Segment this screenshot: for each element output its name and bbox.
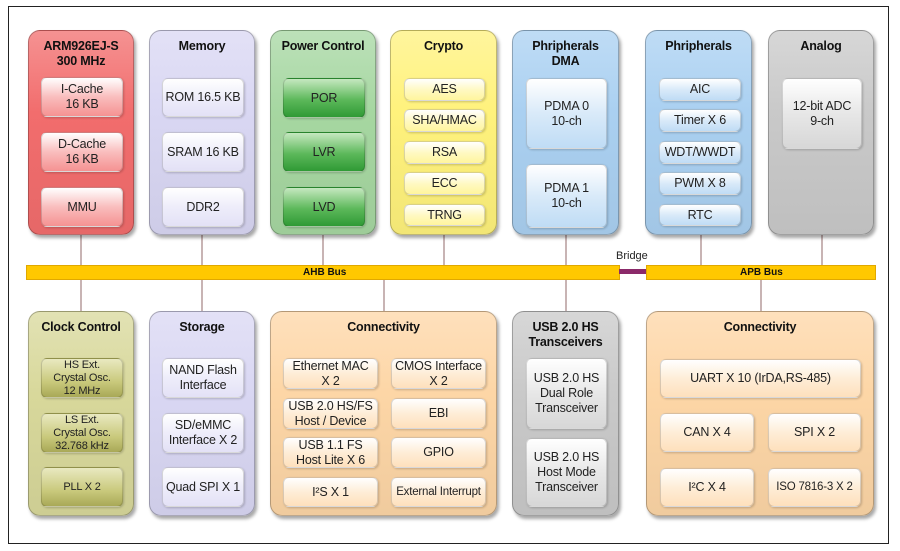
memory-bus-connector bbox=[201, 235, 203, 265]
cpu-module: MMU bbox=[41, 187, 123, 227]
clock-block: Clock Control HS Ext. Crystal Osc. 12 MHz… bbox=[28, 311, 134, 516]
connectivity-module: GPIO bbox=[391, 437, 486, 468]
cpu-title: ARM926EJ-S 300 MHz bbox=[43, 39, 119, 68]
memory-module: ROM 16.5 KB bbox=[162, 78, 244, 117]
dma-module: PDMA 0 10-ch bbox=[526, 78, 607, 149]
crypto-module: TRNG bbox=[404, 204, 485, 226]
analog-title: Analog bbox=[800, 39, 842, 53]
connectivity-block: Connectivity Ethernet MAC X 2 CMOS Interfa… bbox=[270, 311, 497, 516]
dma-bus-connector bbox=[565, 235, 567, 265]
power-module: LVD bbox=[283, 187, 365, 227]
peripherals-title: Phripherals bbox=[665, 39, 732, 53]
crypto-module: SHA/HMAC bbox=[404, 109, 485, 132]
diagram-frame bbox=[8, 6, 889, 544]
power-block: Power Control POR LVR LVD bbox=[270, 30, 376, 235]
usb-module: USB 2.0 HS Dual Role Transceiver bbox=[526, 358, 607, 429]
dma-block: Phripherals DMA PDMA 0 10-ch PDMA 1 10-ch bbox=[512, 30, 619, 235]
connectivity-bus-connector bbox=[383, 280, 385, 311]
storage-module: NAND Flash Interface bbox=[162, 358, 244, 398]
crypto-block: Crypto AES SHA/HMAC RSA ECC TRNG bbox=[390, 30, 497, 235]
peripherals-module: Timer X 6 bbox=[659, 109, 741, 132]
clock-title: Clock Control bbox=[41, 320, 121, 334]
cpu-bus-connector bbox=[80, 235, 82, 265]
cpu-module: D-Cache 16 KB bbox=[41, 132, 123, 172]
connectivity2-module: I²C X 4 bbox=[660, 468, 754, 507]
peripherals-block: Phripherals AIC Timer X 6 WDT/WWDT PWM X 8 RT… bbox=[645, 30, 752, 235]
crypto-module: ECC bbox=[404, 172, 485, 195]
storage-block: Storage NAND Flash Interface SD/eMMC Inter… bbox=[149, 311, 255, 516]
apb-bus: APB Bus bbox=[646, 265, 876, 280]
clock-bus-connector bbox=[80, 280, 82, 311]
connectivity2-module: UART X 10 (IrDA,RS-485) bbox=[660, 359, 861, 398]
power-module: POR bbox=[283, 78, 365, 118]
clock-module: LS Ext. Crystal Osc. 32.768 kHz bbox=[41, 413, 123, 453]
cpu-block: ARM926EJ-S 300 MHz I-Cache 16 KB D-Cache 1… bbox=[28, 30, 134, 235]
analog-bus-connector bbox=[821, 235, 823, 265]
peripherals-module: RTC bbox=[659, 204, 741, 226]
connectivity-module: EBI bbox=[391, 398, 486, 429]
connectivity-module: External Interrupt bbox=[391, 477, 486, 507]
connectivity-module: Ethernet MAC X 2 bbox=[283, 358, 378, 389]
connectivity2-module: ISO 7816-3 X 2 bbox=[768, 468, 861, 507]
peripherals-module: AIC bbox=[659, 78, 741, 101]
clock-module: PLL X 2 bbox=[41, 467, 123, 507]
ahb-bus-label: AHB Bus bbox=[303, 267, 347, 278]
memory-title: Memory bbox=[178, 39, 226, 53]
connectivity-title: Connectivity bbox=[347, 320, 420, 334]
connectivity-module: CMOS Interface X 2 bbox=[391, 358, 486, 389]
usb-module: USB 2.0 HS Host Mode Transceiver bbox=[526, 438, 607, 507]
bridge-label: Bridge bbox=[616, 250, 648, 262]
connectivity-module: USB 2.0 HS/FS Host / Device bbox=[283, 398, 378, 429]
cpu-module: I-Cache 16 KB bbox=[41, 77, 123, 117]
storage-module: SD/eMMC Interface X 2 bbox=[162, 413, 244, 453]
analog-module: 12-bit ADC 9-ch bbox=[782, 78, 862, 149]
analog-block: Analog 12-bit ADC 9-ch bbox=[768, 30, 874, 235]
connectivity-module: USB 1.1 FS Host Lite X 6 bbox=[283, 437, 378, 468]
power-title: Power Control bbox=[281, 39, 365, 53]
connectivity2-module: SPI X 2 bbox=[768, 413, 861, 452]
storage-bus-connector bbox=[201, 280, 203, 311]
peripherals-module: PWM X 8 bbox=[659, 172, 741, 195]
apb-bus-label: APB Bus bbox=[740, 267, 783, 278]
usb-title: USB 2.0 HS Transceivers bbox=[528, 320, 603, 349]
power-bus-connector bbox=[322, 235, 324, 265]
connectivity2-bus-connector bbox=[760, 280, 762, 311]
clock-module: HS Ext. Crystal Osc. 12 MHz bbox=[41, 358, 123, 398]
ahb-bus: AHB Bus bbox=[26, 265, 620, 280]
usb-block: USB 2.0 HS Transceivers USB 2.0 HS Dual R… bbox=[512, 311, 619, 516]
memory-module: SRAM 16 KB bbox=[162, 132, 244, 172]
crypto-module: AES bbox=[404, 78, 485, 101]
peripherals-module: WDT/WWDT bbox=[659, 141, 741, 164]
power-module: LVR bbox=[283, 132, 365, 172]
dma-title: Phripherals DMA bbox=[532, 39, 599, 68]
memory-module: DDR2 bbox=[162, 187, 244, 227]
crypto-bus-connector bbox=[443, 235, 445, 265]
bridge-connector bbox=[619, 269, 646, 274]
storage-title: Storage bbox=[179, 320, 225, 334]
crypto-module: RSA bbox=[404, 141, 485, 164]
connectivity2-module: CAN X 4 bbox=[660, 413, 754, 452]
crypto-title: Crypto bbox=[423, 39, 464, 53]
storage-module: Quad SPI X 1 bbox=[162, 467, 244, 507]
dma-module: PDMA 1 10-ch bbox=[526, 164, 607, 228]
connectivity2-block: Connectivity UART X 10 (IrDA,RS-485) CAN X… bbox=[646, 311, 874, 516]
connectivity-module: I²S X 1 bbox=[283, 477, 378, 507]
memory-block: Memory ROM 16.5 KB SRAM 16 KB DDR2 bbox=[149, 30, 255, 235]
usb-bus-connector bbox=[565, 280, 567, 311]
connectivity2-title: Connectivity bbox=[723, 320, 797, 334]
peripherals-bus-connector bbox=[700, 235, 702, 265]
